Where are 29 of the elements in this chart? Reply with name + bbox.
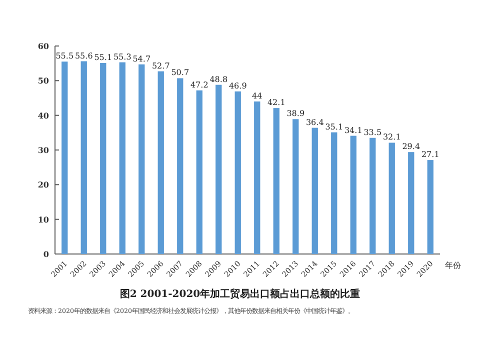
- data-label: 42.1: [267, 98, 286, 108]
- data-label: 27.1: [421, 150, 440, 160]
- data-label: 55.1: [94, 52, 112, 62]
- data-label: 34.1: [344, 126, 362, 135]
- data-label: 54.7: [132, 54, 151, 64]
- data-label: 55.6: [74, 51, 93, 60]
- y-tick-label: 50: [38, 76, 50, 86]
- data-label: 52.7: [152, 61, 170, 70]
- data-label: 55.3: [113, 52, 132, 62]
- y-tick-label: 40: [38, 110, 50, 120]
- data-label: 32.1: [382, 132, 401, 142]
- text: 图2 2001-2020年加工贸易出口额占出口总额的比重: [120, 288, 360, 300]
- y-tick-label: 20: [38, 180, 50, 190]
- data-label: 50.7: [171, 68, 190, 78]
- data-label: 38.9: [286, 109, 305, 118]
- y-tick-label: 10: [38, 214, 50, 224]
- data-label: 47.2: [190, 80, 208, 90]
- data-label: 55.5: [56, 52, 74, 61]
- data-label: 48.8: [210, 74, 228, 84]
- data-label: 35.1: [325, 122, 344, 132]
- data-label: 46.9: [228, 81, 247, 90]
- data-label: 44: [252, 91, 262, 100]
- data-label: 33.5: [364, 128, 382, 137]
- x-axis-title: 年份: [445, 261, 461, 270]
- y-tick-label: 30: [38, 145, 50, 155]
- data-label: 29.4: [402, 142, 420, 152]
- y-tick-label: 0: [43, 249, 50, 259]
- y-tick-label: 60: [38, 41, 50, 51]
- data-label: 36.4: [306, 118, 324, 127]
